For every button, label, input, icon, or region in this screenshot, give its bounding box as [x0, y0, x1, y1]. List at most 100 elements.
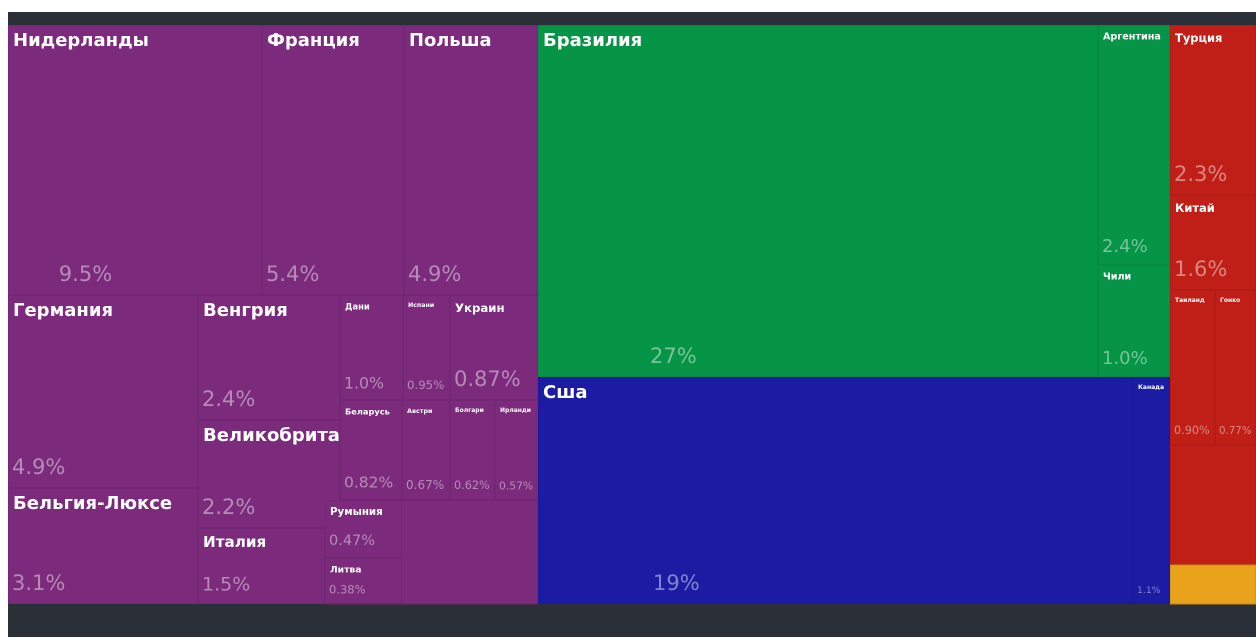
- tile-label: Канада: [1138, 384, 1164, 391]
- tile: Италия 1.5%: [198, 528, 325, 604]
- value-label: 1.5%: [202, 574, 250, 596]
- value-label: 5.4%: [266, 262, 319, 286]
- tile: Гонко 0.77%: [1215, 290, 1256, 445]
- tile-rect: [450, 295, 538, 400]
- tile-label: Литва: [330, 564, 361, 575]
- tile-label: Франция: [267, 30, 360, 51]
- value-label: 1.0%: [1102, 348, 1148, 369]
- tile-rect: [262, 25, 404, 295]
- tile: Венгрия 2.4%: [198, 295, 340, 420]
- tile-label: Таиланд: [1175, 297, 1205, 304]
- tile-rect: [538, 25, 1098, 377]
- tile-rect: [450, 400, 495, 500]
- tile: Ирланди 0.57%: [495, 400, 538, 500]
- tile: Китай 1.6%: [1170, 195, 1256, 290]
- value-label: 2.2%: [202, 495, 255, 519]
- tile: Аргентина 2.4%: [1098, 25, 1170, 265]
- tile-rect: [198, 420, 340, 528]
- tile-rect: [1170, 195, 1256, 290]
- tile-rect: [1133, 377, 1170, 604]
- tile-rect: [325, 500, 402, 558]
- value-label: 0.95%: [407, 378, 444, 392]
- value-label: 2.4%: [1102, 236, 1148, 257]
- value-label: 2.3%: [1174, 162, 1227, 186]
- tile-rect: [340, 295, 403, 400]
- tile-rect: [198, 528, 325, 604]
- tile: Дани 1.0%: [340, 295, 403, 400]
- tile: Болгари 0.62%: [450, 400, 495, 500]
- small-tiles: [1169, 444, 1256, 566]
- value-label: 0.67%: [406, 478, 444, 492]
- tile-rect: [1215, 290, 1256, 445]
- tile-label: Австри: [407, 407, 433, 415]
- tile: Великобритания 2.2%: [198, 420, 377, 528]
- small-tiles: [1169, 564, 1256, 605]
- value-label: 9.5%: [59, 262, 112, 286]
- value-label: 3.1%: [12, 571, 65, 595]
- tile-label: Бельгия-Люксе: [13, 493, 172, 514]
- tile-label: Чили: [1103, 271, 1131, 282]
- value-label: 19%: [653, 571, 700, 595]
- tile: Литва 0.38%: [325, 558, 402, 604]
- tile: Франция 5.4%: [262, 25, 404, 295]
- value-label: 0.82%: [344, 474, 393, 492]
- value-label: 1.0%: [344, 373, 384, 392]
- tile-label: Румыния: [330, 506, 383, 518]
- tile-label: Великобритания: [203, 425, 377, 446]
- tile-label: Испани: [408, 302, 434, 309]
- value-label: 2.4%: [202, 387, 255, 411]
- tile: Польша 4.9%: [404, 25, 538, 295]
- tile-rect: [8, 295, 198, 488]
- tile-label: Германия: [13, 300, 113, 321]
- value-label: 0.57%: [499, 479, 533, 492]
- tile-rect: [325, 558, 402, 604]
- tile-label: Италия: [203, 533, 266, 551]
- tile: Австри 0.67%: [402, 400, 450, 500]
- value-label: 1.6%: [1174, 257, 1227, 281]
- tile-rect: [402, 400, 450, 500]
- tile: Беларусь 0.82%: [340, 400, 402, 500]
- tile-label: Бразилия: [543, 30, 642, 51]
- value-label: 0.47%: [329, 533, 375, 549]
- tile-label: Нидерланды: [13, 30, 149, 51]
- tile-label: Аргентина: [1103, 31, 1161, 42]
- tile-label: Сша: [543, 382, 587, 403]
- tile-rect: [340, 400, 402, 500]
- tile: Румыния 0.47%: [325, 500, 402, 558]
- tile: Турция 2.3%: [1170, 25, 1256, 195]
- value-label: 4.9%: [408, 262, 461, 286]
- tile-rect: [8, 25, 262, 295]
- value-label: 0.77%: [1219, 425, 1252, 437]
- tile: Испани 0.95%: [403, 295, 450, 400]
- tile-label: Дани: [345, 301, 370, 311]
- tile-rect: [1170, 25, 1256, 195]
- tile-rect: [8, 488, 198, 604]
- tile: Украин 0.87%: [450, 295, 538, 400]
- tile-label: Ирланди: [500, 407, 531, 414]
- tile-rect: [1098, 25, 1170, 265]
- tile-rect: [538, 377, 1133, 604]
- tile-rect: [403, 295, 450, 400]
- value-label: 1.1%: [1137, 585, 1161, 596]
- value-label: 0.87%: [454, 367, 521, 391]
- tile-label: Венгрия: [203, 300, 288, 321]
- tile: Чили 1.0%: [1098, 265, 1170, 377]
- value-label: 0.38%: [329, 582, 366, 596]
- tile: Бразилия 27%: [538, 25, 1098, 377]
- tile-label: Беларусь: [345, 406, 390, 416]
- value-label: 27%: [650, 344, 697, 368]
- tile-label: Болгари: [455, 407, 484, 414]
- tile-rect: [404, 25, 538, 295]
- tile-label: Китай: [1175, 201, 1215, 215]
- tile: Сша 19%: [538, 377, 1133, 604]
- tile-rect: [1098, 265, 1170, 377]
- value-label: 0.62%: [454, 479, 490, 492]
- tile-label: Турция: [1175, 31, 1222, 45]
- tile: Таиланд 0.90%: [1170, 290, 1215, 445]
- tile: Бельгия-Люксе 3.1%: [8, 488, 198, 604]
- tile-rect: [198, 295, 340, 420]
- value-label: 0.90%: [1174, 424, 1210, 437]
- tile: Канада 1.1%: [1133, 377, 1170, 604]
